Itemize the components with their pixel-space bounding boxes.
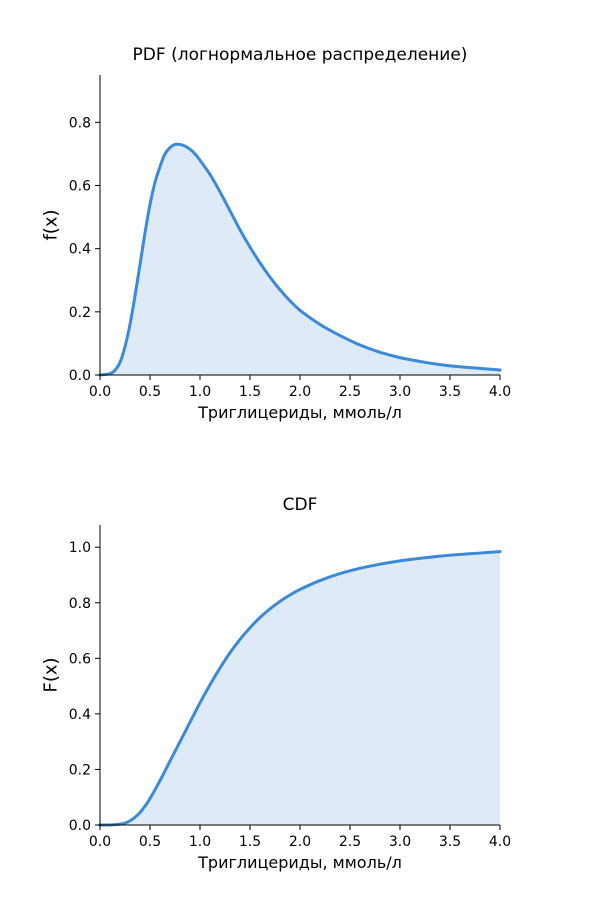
chart1-y-tick-label: 0.2 xyxy=(69,762,91,778)
chart1-x-tick-label: 3.0 xyxy=(389,834,411,850)
chart1-series0-area xyxy=(100,551,500,826)
chart0-y-tick-label: 0.0 xyxy=(69,368,91,384)
chart0-y-label: f(x) xyxy=(40,209,61,240)
chart0-y-tick-label: 0.8 xyxy=(69,115,91,131)
chart1-x-tick-label: 1.0 xyxy=(189,834,211,850)
chart1-x-tick-label: 2.0 xyxy=(289,834,311,850)
chart0-x-tick-label: 3.5 xyxy=(439,384,461,400)
chart0-title: PDF (логнормальное распределение) xyxy=(133,45,468,65)
chart1-x-tick-label: 0.5 xyxy=(139,834,161,850)
chart0-x-tick-label: 2.5 xyxy=(339,384,361,400)
chart0-series0-line xyxy=(98,142,502,377)
chart1-y-tick-label: 1.0 xyxy=(69,540,91,556)
chart1-x-tick-label: 2.5 xyxy=(339,834,361,850)
chart1-y-label: F(x) xyxy=(40,657,61,692)
chart1-x-tick-label: 4.0 xyxy=(489,834,511,850)
chart0-x-tick-label: 1.0 xyxy=(189,384,211,400)
chart1-x-tick-label: 1.5 xyxy=(239,834,261,850)
chart1-y-tick-label: 0.8 xyxy=(69,596,91,612)
chart1-series0-line xyxy=(98,550,502,827)
chart1-title: CDF xyxy=(283,495,318,515)
chart1-x-tick-label: 3.5 xyxy=(439,834,461,850)
chart0-series0-area xyxy=(100,144,500,375)
chart1-x-tick-label: 0.0 xyxy=(89,834,111,850)
chart0-x-tick-label: 3.0 xyxy=(389,384,411,400)
chart0-x-label: Триглицериды, ммоль/л xyxy=(197,403,402,422)
chart0-x-tick-label: 1.5 xyxy=(239,384,261,400)
chart0-x-tick-label: 0.5 xyxy=(139,384,161,400)
chart0-x-tick-label: 0.0 xyxy=(89,384,111,400)
chart0-y-tick-label: 0.2 xyxy=(69,305,91,321)
chart1-y-tick-label: 0.0 xyxy=(69,818,91,834)
chart1-x-label: Триглицериды, ммоль/л xyxy=(197,853,402,872)
chart1-y-tick-label: 0.4 xyxy=(69,707,91,723)
chart1-y-tick-label: 0.6 xyxy=(69,651,91,667)
chart0-y-tick-label: 0.4 xyxy=(69,242,91,258)
chart0-x-tick-label: 2.0 xyxy=(289,384,311,400)
chart0-x-tick-label: 4.0 xyxy=(489,384,511,400)
chart0-y-tick-label: 0.6 xyxy=(69,179,91,195)
